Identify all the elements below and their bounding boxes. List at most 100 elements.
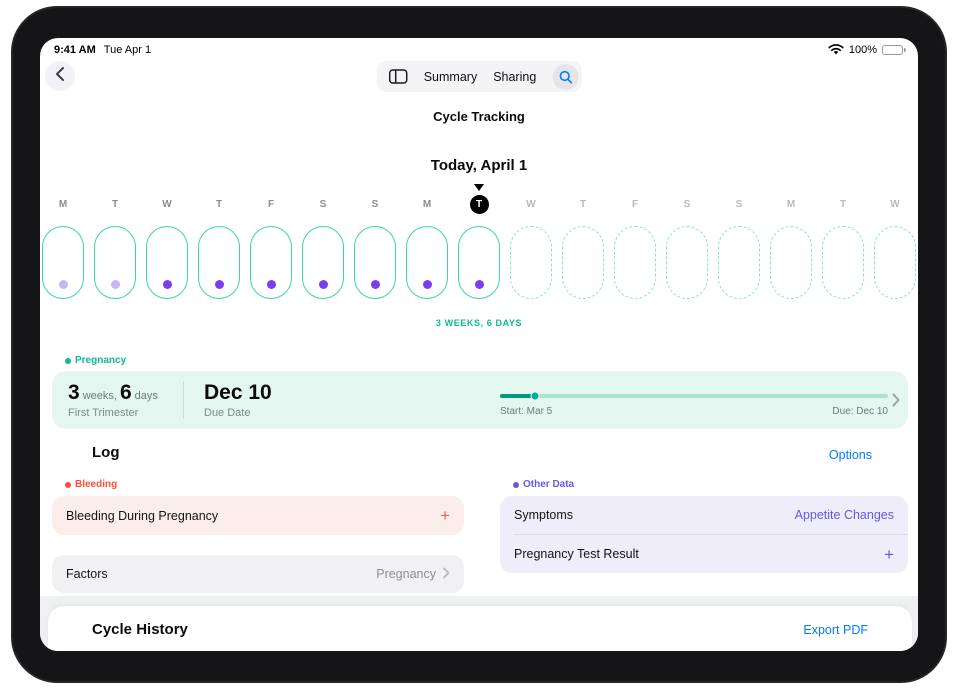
cycle-day-oval[interactable] — [510, 226, 552, 299]
day-letter-future[interactable]: S — [666, 194, 708, 214]
progress-start-label: Start: Mar 5 — [500, 406, 553, 417]
options-link[interactable]: Options — [828, 448, 872, 462]
cycle-day-oval[interactable] — [146, 226, 188, 299]
other-data-section-label: Other Data — [513, 479, 574, 490]
cycle-day-oval[interactable] — [874, 226, 916, 299]
log-entry-dot — [370, 280, 380, 289]
pregnancy-card[interactable]: 3 weeks, 6 days First Trimester Dec 10 D… — [52, 371, 908, 429]
cycle-day-oval[interactable] — [42, 226, 84, 299]
tab-summary[interactable]: Summary — [423, 69, 478, 84]
day-letter-label: M — [58, 198, 68, 210]
cycle-day-oval[interactable] — [666, 226, 708, 299]
day-letter-past[interactable]: M — [406, 194, 448, 214]
today-pointer-icon — [474, 184, 484, 191]
gestation-stats: 3 weeks, 6 days First Trimester — [68, 381, 158, 419]
add-bleeding-button[interactable]: + — [440, 506, 450, 525]
day-letter-future[interactable]: T — [562, 194, 604, 214]
wifi-icon — [828, 43, 844, 58]
bleeding-section-label: Bleeding — [65, 479, 117, 490]
card-divider — [514, 534, 908, 535]
back-chevron-icon — [55, 66, 65, 87]
days-unit: days — [134, 390, 158, 402]
ipad-frame: 9:41 AM Tue Apr 1 100% — [11, 6, 947, 683]
log-entry-dot — [266, 280, 276, 289]
day-letter-past[interactable]: T — [94, 194, 136, 214]
day-letter-label: W — [526, 198, 536, 210]
other-data-label-text: Other Data — [523, 479, 575, 490]
status-left: 9:41 AM Tue Apr 1 — [54, 44, 151, 56]
export-pdf-link[interactable]: Export PDF — [803, 623, 868, 637]
days-value: 6 — [119, 381, 132, 404]
day-letter-future[interactable]: W — [874, 194, 916, 214]
log-entry-dot — [318, 280, 328, 289]
day-letter-label: S — [683, 198, 691, 210]
cycle-day-oval[interactable] — [562, 226, 604, 299]
battery-icon — [882, 45, 906, 55]
bleeding-label-text: Bleeding — [75, 479, 118, 490]
bleeding-log-row[interactable]: Bleeding During Pregnancy + — [52, 496, 464, 535]
day-letter-future[interactable]: S — [718, 194, 760, 214]
pregnancy-section-label: Pregnancy — [65, 355, 126, 366]
day-letter-future[interactable]: F — [614, 194, 656, 214]
clock: 9:41 AM — [54, 44, 96, 56]
day-letter-label: T — [111, 198, 119, 210]
cycle-day-oval[interactable] — [822, 226, 864, 299]
cycle-history-card: Cycle History Export PDF — [48, 606, 912, 651]
day-letter-past[interactable]: T — [198, 194, 240, 214]
day-letter-label: S — [735, 198, 743, 210]
day-letter-future[interactable]: M — [770, 194, 812, 214]
weeks-value: 3 — [68, 381, 80, 404]
cycle-day-oval[interactable] — [302, 226, 344, 299]
search-button[interactable] — [552, 63, 579, 90]
symptoms-row[interactable]: Symptoms Appetite Changes — [500, 496, 908, 534]
pregnancy-progress-fill — [500, 394, 535, 398]
bleeding-dot-icon — [65, 481, 71, 488]
symptoms-label: Symptoms — [514, 508, 574, 522]
progress-due-label: Due: Dec 10 — [832, 406, 888, 417]
sidebar-toggle-button[interactable] — [388, 69, 408, 84]
cycle-day-oval[interactable] — [198, 226, 240, 299]
cycle-day-oval[interactable] — [458, 226, 500, 299]
cycle-day-oval[interactable] — [718, 226, 760, 299]
cycle-day-oval[interactable] — [94, 226, 136, 299]
add-test-result-button[interactable]: + — [884, 544, 894, 564]
day-letter-past[interactable]: S — [302, 194, 344, 214]
day-ovals-row — [42, 226, 916, 299]
cycle-day-oval[interactable] — [406, 226, 448, 299]
day-letter-today[interactable]: T — [458, 194, 500, 214]
day-letter-label: S — [371, 198, 379, 210]
trimester-label: First Trimester — [68, 407, 139, 419]
day-letter-past[interactable]: S — [354, 194, 396, 214]
log-heading: Log — [92, 444, 120, 461]
cycle-day-oval[interactable] — [354, 226, 396, 299]
date: Tue Apr 1 — [103, 44, 152, 56]
day-letter-future[interactable]: W — [510, 194, 552, 214]
today-heading: Today, April 1 — [430, 157, 528, 174]
cycle-day-oval[interactable] — [250, 226, 292, 299]
day-letter-past[interactable]: M — [42, 194, 84, 214]
day-letter-label: W — [162, 198, 172, 210]
status-bar: 9:41 AM Tue Apr 1 100% — [54, 42, 906, 58]
pregnancy-progress-marker — [530, 391, 540, 401]
day-letter-label: T — [469, 194, 489, 214]
pregnancy-test-label: Pregnancy Test Result — [514, 547, 639, 561]
day-letter-label: M — [422, 198, 432, 210]
due-date-value: Dec 10 — [204, 381, 272, 404]
day-letter-past[interactable]: F — [250, 194, 292, 214]
tab-sharing[interactable]: Sharing — [493, 69, 537, 84]
day-letter-label: S — [319, 198, 327, 210]
factors-row[interactable]: Factors Pregnancy — [52, 555, 464, 593]
log-entry-dot — [58, 280, 68, 289]
log-entry-dot — [474, 280, 484, 289]
card-divider — [183, 381, 184, 419]
cycle-day-oval[interactable] — [614, 226, 656, 299]
chevron-right-icon — [443, 567, 450, 582]
day-letter-label: T — [579, 198, 587, 210]
cycle-day-oval[interactable] — [770, 226, 812, 299]
day-letter-label: T — [839, 198, 847, 210]
day-letter-past[interactable]: W — [146, 194, 188, 214]
day-letter-future[interactable]: T — [822, 194, 864, 214]
back-button[interactable] — [45, 61, 75, 91]
pregnancy-test-row[interactable]: Pregnancy Test Result + — [500, 535, 908, 573]
